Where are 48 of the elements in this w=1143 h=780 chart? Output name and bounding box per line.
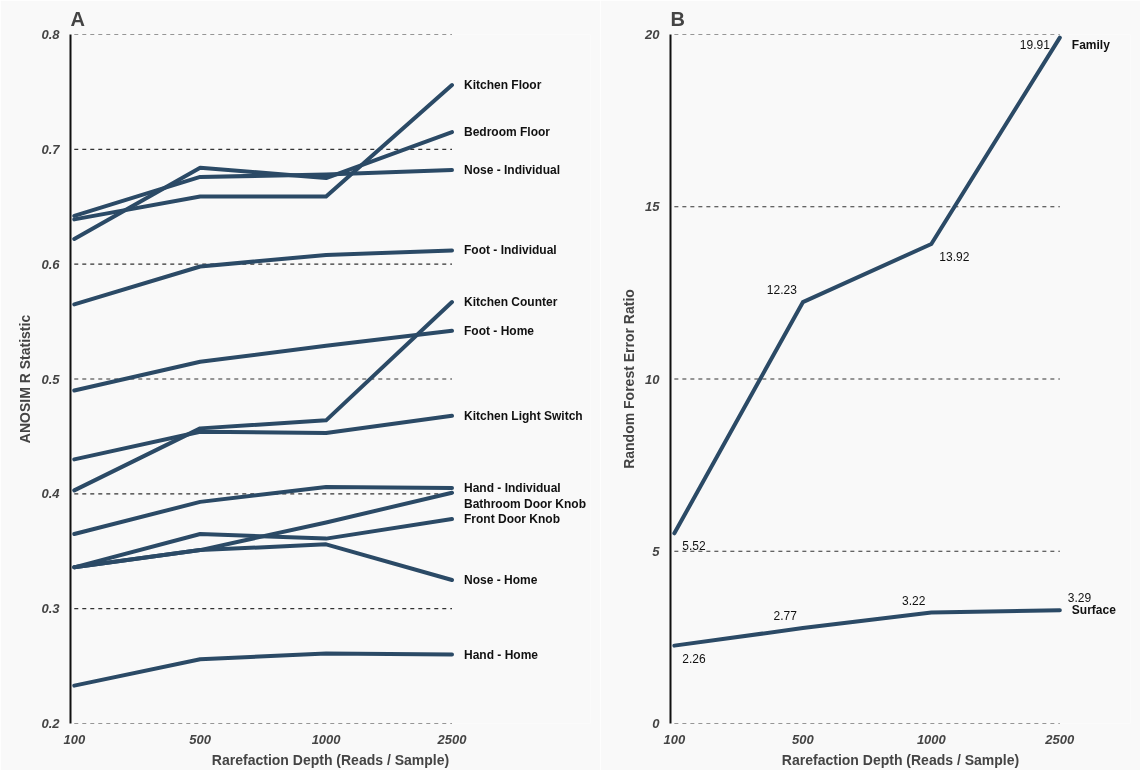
x-axis-title: Rarefaction Depth (Reads / Sample) [211,751,450,768]
y-tick-label: 0.4 [41,486,61,502]
data-label: 2.77 [773,609,798,624]
y-axis-title: Random Forest Error Ratio [621,289,638,469]
y-tick-label: 0.2 [41,716,61,731]
data-label: 3.22 [901,593,926,608]
series-label: Nose - Home [464,572,538,587]
x-tick-label: 100 [63,731,86,747]
y-tick-label: 0.3 [41,601,61,617]
y-tick-label: 5 [652,543,661,559]
x-tick-label: 1000 [916,731,947,747]
data-label: 3.29 [1067,591,1092,606]
x-tick-label: 2500 [1044,731,1076,747]
data-label: 12.23 [766,283,798,298]
series-label: Kitchen Counter [464,295,558,310]
series-label: Foot - Home [464,323,535,338]
y-tick-label: 10 [645,371,661,387]
x-tick-label: 500 [189,731,212,747]
series-label: Nose - Individual [464,163,561,177]
x-tick-label: 500 [792,731,815,747]
series-label: Kitchen Light Switch [464,408,583,423]
y-tick-label: 0.7 [41,141,61,157]
series-label: Bedroom Floor [464,125,551,140]
x-tick-label: 100 [663,731,686,747]
x-axis-title: Rarefaction Depth (Reads / Sample) [781,751,1020,768]
data-label: 13.92 [939,249,970,264]
series-label: Foot - Individual [464,243,557,258]
data-label: 19.91 [1019,37,1051,52]
series-label: Front Door Knob [464,512,560,527]
y-tick-label: 0.6 [41,256,61,272]
y-tick-label: 0.5 [41,371,61,387]
chart-title: A [70,7,85,30]
series-label: Kitchen Floor [464,78,542,93]
y-tick-label: 0 [652,716,661,731]
data-label: 5.52 [682,539,707,554]
series-label: Hand - Individual [464,481,561,496]
data-label: 2.26 [682,651,707,666]
x-tick-label: 1000 [311,731,342,747]
y-tick-label: 20 [644,27,661,42]
x-tick-label: 2500 [436,731,468,747]
series-label: Surface [1071,603,1117,618]
series-label: Family [1071,37,1111,52]
y-tick-label: 0.8 [41,27,61,42]
series-label: Bathroom Door Knob [464,496,586,511]
series-label: Hand - Home [464,647,539,662]
chart-title: B [670,7,685,30]
y-axis-title: ANOSIM R Statistic [17,314,34,444]
y-tick-label: 15 [645,199,661,215]
